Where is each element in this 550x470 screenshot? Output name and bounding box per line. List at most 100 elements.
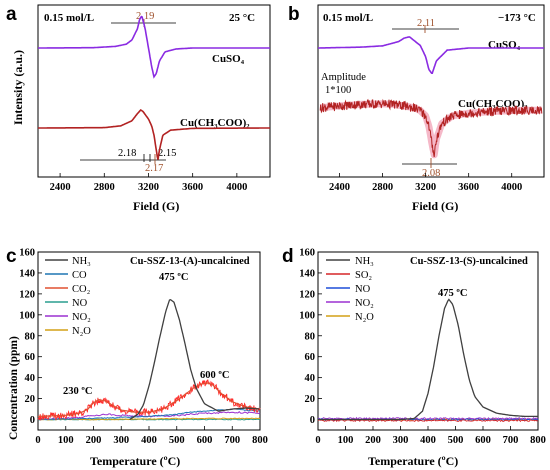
y-tick-label: 100 [19, 310, 35, 321]
panel-a: a 0.15 mol/L 25 °C 2.19 2.18 2.15 2.17 C… [6, 4, 271, 213]
legend-label: NH₃ [72, 256, 91, 267]
x-tick-label: 2400 [329, 182, 350, 193]
panel-c-title: Cu-SSZ-13-(A)-uncalcined [130, 256, 250, 267]
panel-c-ylabel: Concentration (ppm) [8, 336, 20, 440]
x-tick-label: 500 [169, 435, 185, 446]
panel-a-xlabel: Field (G) [133, 199, 179, 213]
series-line-nh3 [129, 298, 260, 421]
panel-d-plot [317, 298, 539, 423]
x-tick-label: 700 [503, 435, 519, 446]
x-tick-label: 400 [141, 435, 157, 446]
x-tick-label: 400 [420, 435, 436, 446]
y-tick-label: 160 [299, 248, 315, 259]
x-tick-label: 3200 [415, 182, 436, 193]
y-tick-label: 80 [305, 331, 316, 342]
x-tick-label: 800 [530, 435, 546, 446]
y-tick-label: 40 [25, 373, 36, 384]
x-tick-label: 300 [393, 435, 409, 446]
panel-b-label: b [288, 4, 300, 25]
x-tick-label: 200 [86, 435, 102, 446]
panel-b-g-top: 2.11 [417, 18, 435, 29]
legend-label: NH₃ [355, 256, 374, 267]
x-tick-label: 0 [315, 435, 320, 446]
panel-a-plot [38, 15, 270, 160]
panel-c-label: c [6, 246, 17, 267]
y-tick-label: 140 [19, 268, 35, 279]
panel-b-xlabel: Field (G) [412, 199, 458, 213]
legend-label: NO₂ [72, 312, 91, 323]
panel-d-legend: NH₃ SO₂ NO NO₂ N₂O [326, 256, 374, 323]
y-tick-label: 40 [305, 373, 316, 384]
y-tick-label: 0 [30, 415, 35, 426]
legend-label: N₂O [72, 326, 91, 337]
x-tick-label: 700 [224, 435, 240, 446]
panel-b-g-bottom: 2.08 [422, 168, 440, 179]
panel-d-xlabel: Temperature (ºC) [368, 454, 458, 468]
panel-c-plot [37, 298, 261, 421]
panel-b: b 0.15 mol/L −173 °C 2.11 2.08 Amplitude… [288, 4, 545, 213]
y-tick-label: 20 [305, 394, 316, 405]
x-tick-label: 0 [35, 435, 40, 446]
panel-a-label: a [6, 4, 17, 25]
series-line-so2 [317, 419, 539, 423]
panel-d-annotation-475: 475 ºC [438, 288, 467, 299]
panel-d-y-ticks: 0 20 40 60 80 100 120 140 160 [299, 248, 322, 426]
panel-c-legend: NH₃ CO CO₂ NO NO₂ N₂O [45, 256, 91, 337]
panel-b-series-bottom-label: Cu(CH₃COO)₂ [458, 98, 528, 110]
x-tick-label: 4000 [226, 182, 247, 193]
legend-label: NO [355, 284, 371, 295]
x-tick-label: 2800 [94, 182, 115, 193]
x-tick-label: 2800 [372, 182, 393, 193]
panel-c-annotation-475: 475 ºC [159, 272, 188, 283]
y-tick-label: 80 [25, 331, 36, 342]
legend-label: NO₂ [355, 298, 374, 309]
panel-b-amplitude-label: Amplitude [321, 72, 366, 83]
panel-c-annotation-230: 230 ºC [63, 386, 92, 397]
panel-c-xlabel: Temperature (ºC) [90, 454, 180, 468]
y-tick-label: 60 [25, 352, 36, 363]
series-line-cu-acetate [319, 98, 543, 158]
series-trend-co2 [37, 382, 261, 417]
legend-label: CO [72, 270, 87, 281]
x-tick-label: 2400 [50, 182, 71, 193]
panel-a-annotations: 2.19 2.18 2.15 2.17 [80, 11, 176, 174]
y-tick-label: 60 [305, 352, 316, 363]
legend-label: CO₂ [72, 284, 91, 295]
panel-a-g-top: 2.19 [136, 11, 154, 22]
panel-a-ylabel: Intensity (a.u.) [11, 50, 25, 125]
panel-a-concentration: 0.15 mol/L [44, 12, 94, 24]
y-tick-label: 120 [19, 289, 35, 300]
x-tick-label: 4000 [501, 182, 522, 193]
y-tick-label: 20 [25, 394, 36, 405]
y-tick-label: 100 [299, 310, 315, 321]
x-tick-label: 800 [252, 435, 268, 446]
series-line-cu-acetate [38, 108, 270, 160]
x-tick-label: 3200 [138, 182, 159, 193]
panel-d-x-ticks: 0 100 200 300 400 500 600 700 800 [315, 426, 546, 446]
x-tick-label: 3600 [458, 182, 479, 193]
panel-d-label: d [282, 246, 294, 267]
panel-a-x-ticks: 2400 2800 3200 3600 4000 [50, 173, 247, 193]
panel-c: c Cu-SSZ-13-(A)-uncalcined NH₃ CO CO₂ NO NO₂… [6, 246, 268, 468]
series-line-nh3 [318, 298, 538, 421]
legend-label: SO₂ [355, 270, 372, 281]
panel-a-series-top-label: CuSO₄ [212, 53, 245, 65]
panel-b-plot [317, 36, 545, 159]
series-line-cuso4 [38, 15, 270, 79]
y-tick-label: 140 [299, 268, 315, 279]
series-line-co [37, 408, 260, 421]
panel-b-frame [317, 4, 545, 178]
panel-a-temperature: 25 °C [229, 12, 255, 24]
panel-d-title: Cu-SSZ-13-(S)-uncalcined [410, 256, 528, 267]
x-tick-label: 300 [113, 435, 129, 446]
panel-a-frame [37, 4, 271, 178]
legend-label: NO [72, 298, 88, 309]
panel-c-y-ticks: 0 20 40 60 80 100 120 140 160 [19, 248, 42, 426]
x-tick-label: 500 [448, 435, 464, 446]
x-tick-label: 200 [365, 435, 381, 446]
y-tick-label: 160 [19, 248, 35, 259]
series-line-cuso4 [318, 36, 544, 74]
x-tick-label: 600 [197, 435, 213, 446]
y-tick-label: 0 [310, 415, 315, 426]
